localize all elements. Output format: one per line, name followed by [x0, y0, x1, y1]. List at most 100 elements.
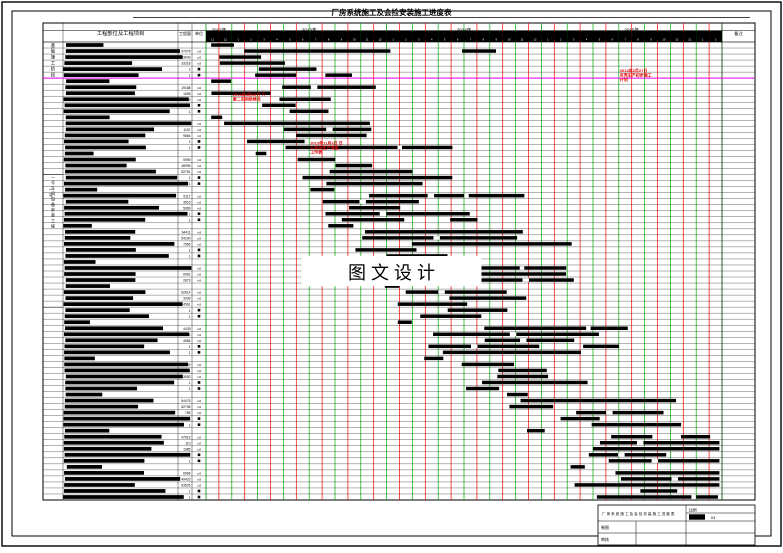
svg-text:m3: m3: [197, 297, 201, 301]
svg-text:4439: 4439: [183, 327, 191, 331]
svg-text:制图: 制图: [601, 524, 609, 530]
svg-text:1: 1: [189, 176, 191, 180]
svg-text:49423: 49423: [181, 478, 190, 482]
svg-text:63552: 63552: [181, 375, 190, 379]
svg-text:1: 1: [189, 218, 191, 222]
svg-text:m3: m3: [197, 447, 201, 451]
svg-text:7565: 7565: [183, 242, 191, 246]
svg-text:单位: 单位: [195, 30, 203, 36]
svg-text:间: 间: [51, 190, 55, 196]
svg-text:m3: m3: [197, 291, 201, 295]
svg-text:1167: 1167: [183, 128, 190, 132]
svg-text:1: 1: [189, 351, 191, 355]
svg-text:1985: 1985: [183, 447, 191, 451]
svg-text:工作表: 工作表: [310, 148, 322, 154]
svg-text:7469: 7469: [183, 363, 191, 367]
svg-text:m3: m3: [197, 375, 201, 379]
svg-text:m3: m3: [197, 170, 201, 174]
svg-text:m3: m3: [197, 471, 201, 475]
svg-text:82751: 82751: [181, 170, 190, 174]
svg-text:64411: 64411: [182, 230, 191, 234]
svg-text:1: 1: [189, 345, 191, 349]
svg-text:54200: 54200: [181, 236, 190, 240]
svg-text:m3: m3: [197, 242, 201, 246]
svg-text:1: 1: [189, 309, 191, 313]
svg-text:1: 1: [189, 315, 191, 319]
svg-text:4561: 4561: [183, 303, 191, 307]
svg-text:24415: 24415: [181, 333, 190, 337]
svg-text:33643: 33643: [181, 56, 190, 60]
svg-text:m3: m3: [197, 200, 201, 204]
svg-text:计划: 计划: [620, 76, 628, 82]
svg-text:工: 工: [51, 61, 56, 66]
svg-text:1: 1: [189, 490, 191, 494]
svg-text:m3: m3: [197, 327, 201, 331]
svg-text:程: 程: [51, 222, 55, 228]
svg-text:1696: 1696: [183, 92, 191, 96]
svg-text:1: 1: [189, 212, 191, 216]
svg-text:m3: m3: [197, 363, 201, 367]
svg-text:m3: m3: [197, 369, 201, 373]
svg-text:基: 基: [51, 42, 56, 48]
svg-text:1: 1: [189, 68, 191, 72]
svg-text:1: 1: [189, 249, 191, 253]
svg-text:m3: m3: [197, 333, 201, 337]
svg-text:110: 110: [185, 441, 190, 445]
svg-text:比例: 比例: [689, 508, 697, 513]
svg-text:47019: 47019: [181, 435, 190, 439]
svg-text:m3: m3: [197, 236, 201, 240]
svg-text:m3: m3: [197, 405, 201, 409]
svg-text:48996: 48996: [181, 164, 190, 168]
svg-text:m3: m3: [197, 435, 201, 439]
svg-text:m3: m3: [197, 86, 201, 90]
svg-text:1: 1: [189, 104, 191, 108]
svg-text:m3: m3: [197, 194, 201, 198]
svg-text:4839: 4839: [183, 98, 191, 102]
svg-text:m3: m3: [197, 92, 201, 96]
svg-text:m3: m3: [197, 441, 201, 445]
svg-text:1: 1: [189, 423, 191, 427]
svg-text:m3: m3: [197, 50, 201, 54]
svg-text:6966: 6966: [183, 471, 191, 475]
svg-text:97979: 97979: [181, 50, 190, 54]
svg-text:m3: m3: [197, 134, 201, 138]
svg-text:m3: m3: [197, 230, 201, 234]
svg-text:5959: 5959: [183, 158, 191, 162]
svg-text:m3: m3: [197, 128, 201, 132]
svg-text:厂 房 系 统 施 工 及 会 捡 安 装 施 工 进 度: 厂 房 系 统 施 工 及 会 捡 安 装 施 工 进 度 表: [602, 511, 675, 516]
svg-text:审核: 审核: [601, 536, 609, 542]
svg-text:段: 段: [51, 71, 56, 78]
svg-text:号: 号: [51, 179, 55, 185]
svg-text:m3: m3: [197, 158, 201, 162]
svg-text:2873: 2873: [183, 279, 191, 283]
svg-text:1: 1: [189, 387, 191, 391]
svg-text:5669: 5669: [183, 206, 191, 210]
svg-text:6117: 6117: [183, 194, 190, 198]
svg-text:工: 工: [51, 218, 55, 223]
svg-text:阶: 阶: [51, 66, 56, 73]
svg-text:785: 785: [185, 411, 191, 415]
svg-text:1: 1: [189, 496, 191, 500]
svg-text:安: 安: [51, 206, 55, 212]
svg-text:m3: m3: [197, 206, 201, 210]
svg-text:工程部位及工程项目: 工程部位及工程项目: [97, 29, 145, 37]
svg-text:03: 03: [711, 515, 716, 520]
svg-text:工程量: 工程量: [179, 30, 191, 36]
svg-text:m3: m3: [197, 411, 201, 415]
svg-text:设: 设: [51, 195, 55, 201]
svg-text:厂房系统施工及会捡安装施工进度表: 厂房系统施工及会捡安装施工进度表: [332, 7, 452, 17]
svg-text:第二车间烘烤点: 第二车间烘烤点: [233, 96, 261, 102]
svg-text:装: 装: [51, 212, 55, 218]
svg-text:m3: m3: [197, 484, 201, 488]
svg-text:19188: 19188: [181, 86, 190, 90]
svg-text:63525: 63525: [181, 484, 190, 488]
svg-text:82798: 82798: [181, 405, 190, 409]
svg-text:m3: m3: [197, 273, 201, 277]
svg-text:9864: 9864: [183, 134, 191, 138]
svg-text:m3: m3: [197, 98, 201, 102]
svg-text:1: 1: [189, 255, 191, 259]
svg-text:m3: m3: [197, 399, 201, 403]
svg-text:1: 1: [189, 146, 191, 150]
svg-text:车: 车: [51, 185, 55, 191]
svg-text:m3: m3: [197, 279, 201, 283]
